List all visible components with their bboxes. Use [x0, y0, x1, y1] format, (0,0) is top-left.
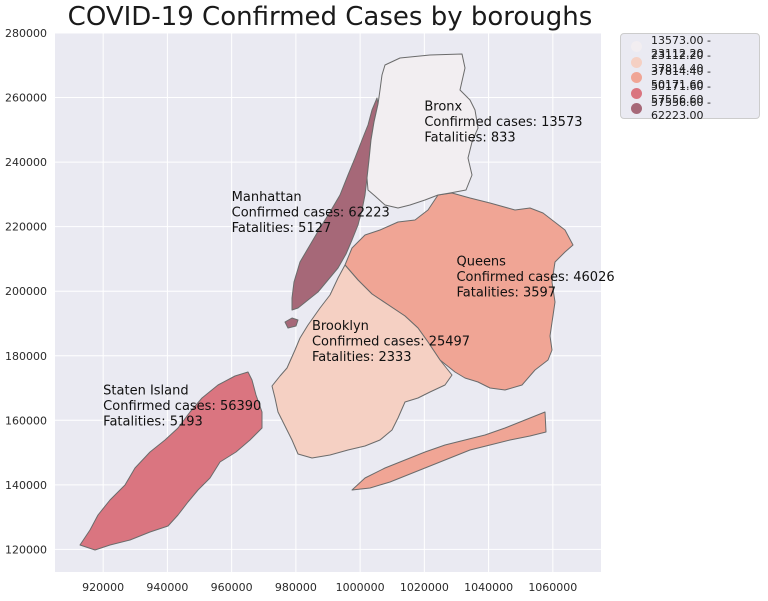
axis-ticks: 920000 940000 960000 980000 1000000 1020000 10…	[5, 27, 577, 594]
region-staten-island[interactable]	[79, 371, 263, 551]
legend-label: 23112.20 - 37814.40	[651, 49, 711, 76]
x-tick-label: 960000	[211, 581, 253, 594]
legend-item: 23112.20 - 37814.40	[627, 49, 753, 75]
region-label-line: Bronx	[424, 99, 462, 114]
region-label-line: Confirmed cases: 46026	[456, 270, 614, 285]
region-label-queens: Queens Confirmed cases: 46026 Fatalities: …	[456, 254, 614, 300]
region-bronx[interactable]	[366, 53, 479, 209]
region-label-line: Fatalities: 3597	[456, 285, 556, 300]
annotations: Bronx Confirmed cases: 13573 Fatalities: 8…	[103, 99, 614, 429]
legend-swatch-icon	[631, 87, 642, 99]
region-label-line: Manhattan	[232, 190, 302, 205]
region-label-line: Confirmed cases: 25497	[312, 334, 470, 349]
y-tick-label: 260000	[5, 92, 47, 105]
region-label-bronx: Bronx Confirmed cases: 13573 Fatalities: 8…	[424, 99, 582, 145]
legend-label: 13573.00 - 23112.20	[651, 33, 711, 60]
legend-swatch-icon	[631, 56, 642, 68]
region-queens-rockaway[interactable]	[351, 411, 547, 491]
region-label-line: Fatalities: 2333	[312, 350, 412, 365]
y-tick-label: 140000	[5, 479, 47, 492]
x-tick-label: 1060000	[528, 581, 577, 594]
x-tick-label: 1000000	[336, 581, 385, 594]
region-brooklyn[interactable]	[271, 264, 453, 459]
region-label-line: Confirmed cases: 62223	[232, 205, 390, 220]
region-label-line: Confirmed cases: 56390	[103, 399, 261, 414]
region-label-line: Staten Island	[103, 383, 188, 398]
region-queens[interactable]	[344, 192, 574, 391]
region-label-staten-island: Staten Island Confirmed cases: 56390 Fatal…	[103, 383, 261, 429]
legend-label: 50171.60 - 57556.60	[651, 80, 711, 107]
x-tick-label: 1040000	[464, 581, 513, 594]
region-label-line: Fatalities: 833	[424, 130, 515, 145]
legend-swatch-icon	[631, 103, 642, 115]
legend: 13573.00 - 23112.20 23112.20 - 37814.40 37…	[620, 33, 760, 122]
x-tick-label: 1020000	[400, 581, 449, 594]
y-tick-label: 240000	[5, 156, 47, 169]
legend-item: 37814.40 - 50171.60	[627, 65, 753, 91]
legend-swatch-icon	[631, 41, 642, 53]
region-label-line: Brooklyn	[312, 319, 369, 334]
region-manhattan-islet[interactable]	[284, 317, 299, 329]
legend-swatch-icon	[631, 72, 642, 84]
legend-item: 57556.60 - 62223.00	[627, 96, 753, 122]
region-label-brooklyn: Brooklyn Confirmed cases: 25497 Fatalities…	[312, 319, 470, 365]
y-tick-label: 200000	[5, 285, 47, 298]
y-tick-label: 280000	[5, 27, 47, 40]
legend-label: 57556.60 - 62223.00	[651, 95, 711, 122]
region-label-line: Confirmed cases: 13573	[424, 115, 582, 130]
region-label-line: Fatalities: 5193	[103, 414, 203, 429]
boroughs	[79, 53, 574, 551]
region-label-line: Fatalities: 5127	[232, 221, 332, 236]
region-label-manhattan: Manhattan Confirmed cases: 62223 Fatalitie…	[232, 190, 390, 236]
legend-item: 50171.60 - 57556.60	[627, 80, 753, 106]
y-tick-label: 120000	[5, 543, 47, 556]
chart-title: COVID-19 Confirmed Cases by boroughs	[67, 2, 593, 32]
x-tick-label: 940000	[146, 581, 188, 594]
region-label-line: Queens	[456, 254, 506, 269]
y-tick-label: 160000	[5, 414, 47, 427]
legend-item: 13573.00 - 23112.20	[627, 34, 753, 60]
y-tick-label: 220000	[5, 221, 47, 234]
x-tick-label: 920000	[82, 581, 124, 594]
y-tick-label: 180000	[5, 350, 47, 363]
legend-label: 37814.40 - 50171.60	[651, 64, 711, 91]
x-tick-label: 980000	[275, 581, 317, 594]
